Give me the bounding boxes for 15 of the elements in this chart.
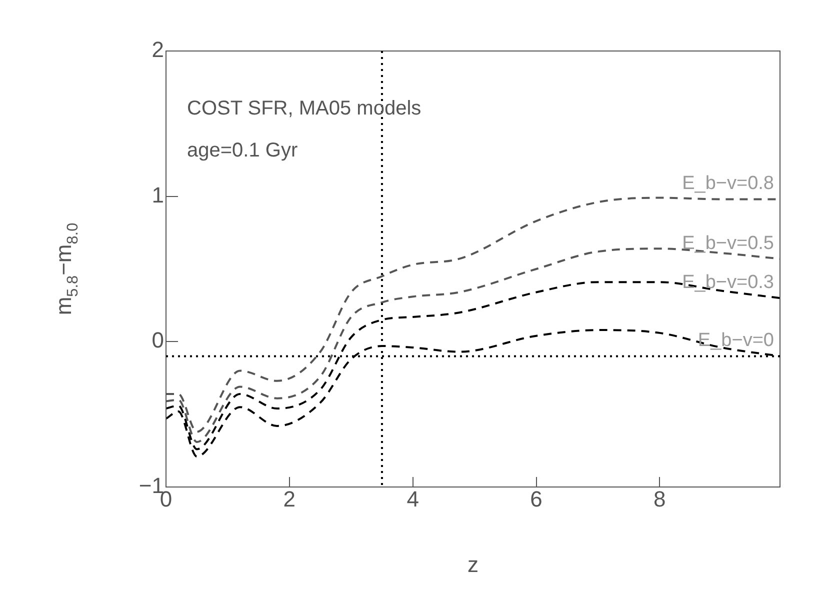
annotation: age=0.1 Gyr	[187, 140, 298, 162]
series-label: E_b−v=0.3	[682, 272, 774, 294]
x-tick-label: 8	[654, 486, 666, 512]
y-axis-title: m5.8−m8.0	[51, 222, 82, 316]
y-tick-label: 1	[152, 182, 164, 208]
series-label: E_b−v=0	[698, 330, 774, 352]
series-label: E_b−v=0.5	[682, 232, 774, 254]
y-tick-label: 2	[152, 37, 164, 62]
series-label: E_b−v=0.8	[682, 173, 774, 194]
x-tick-label: 6	[530, 486, 542, 512]
y-tick-label: 0	[152, 328, 164, 353]
x-tick-label: 2	[283, 486, 296, 512]
annotation: COST SFR, MA05 models	[187, 98, 422, 120]
x-tick-label: 4	[406, 486, 419, 512]
x-axis-title: z	[468, 552, 478, 577]
